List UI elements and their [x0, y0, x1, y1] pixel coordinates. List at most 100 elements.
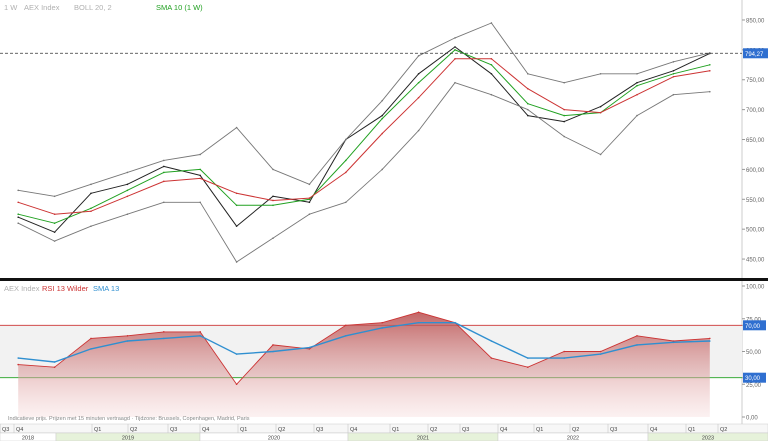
- bollinger-lower-point: [308, 213, 311, 216]
- rsi-point: [599, 350, 602, 353]
- sma20-point: [490, 58, 493, 60]
- timeline-quarter-label: Q3: [462, 427, 469, 433]
- timeline-year-label: 2021: [417, 436, 429, 441]
- sma20-point: [563, 108, 565, 111]
- sma20-point: [17, 201, 20, 204]
- rsi-area: [18, 312, 710, 417]
- bollinger-lower-point: [17, 222, 20, 224]
- rsi-point: [563, 350, 565, 353]
- bollinger-upper-point: [17, 189, 20, 192]
- price-point: [308, 201, 311, 204]
- bollinger-lower-point: [381, 168, 384, 171]
- rsi-legend-instrument: AEX Index: [4, 284, 40, 293]
- rsi-y-tick-label: 75,00: [746, 317, 762, 323]
- bollinger-upper-point: [490, 22, 493, 24]
- price-point: [90, 192, 92, 195]
- timeline-quarter-label: Q1: [392, 427, 399, 433]
- sma10-point: [163, 171, 165, 174]
- rsi-sma13-point: [417, 321, 420, 324]
- bollinger-lower-point: [235, 261, 238, 263]
- rsi-point: [527, 366, 529, 369]
- timeline-quarter-label: Q2: [572, 427, 579, 433]
- timeline-quarter-label: Q3: [316, 427, 323, 433]
- rsi-point: [90, 337, 92, 340]
- bollinger-upper-point: [527, 72, 529, 75]
- rsi-sma13-point: [454, 321, 456, 324]
- bollinger-upper-point: [308, 183, 311, 186]
- price-point: [417, 72, 420, 75]
- sma10-point: [272, 204, 274, 207]
- price-point: [672, 69, 675, 72]
- timeline-quarter-label: Q2: [720, 427, 727, 433]
- rsi-point: [381, 321, 384, 324]
- rsi-sma13-point: [53, 361, 56, 363]
- price-point: [454, 46, 456, 48]
- timeline-quarter-label: Q1: [536, 427, 543, 433]
- rsi-point: [235, 383, 238, 386]
- timeline-quarter-label: Q2: [130, 427, 137, 433]
- rsi-sma13-point: [381, 327, 384, 329]
- bollinger-upper-point: [563, 81, 565, 84]
- rsi-sma13-point: [272, 350, 274, 353]
- rsi-reference-label: 30,00: [745, 376, 761, 382]
- rsi-sma13-point: [199, 334, 201, 337]
- rsi-y-tick-label: 25,00: [746, 383, 762, 389]
- rsi-y-tick-label: 0,00: [746, 416, 758, 422]
- bollinger-upper-point: [636, 72, 638, 75]
- sma20-point: [308, 197, 311, 199]
- rsi-sma13-point: [672, 341, 675, 344]
- rsi-reference-tag: [743, 372, 766, 383]
- price-point: [53, 231, 56, 233]
- sma10-point: [17, 213, 20, 216]
- price-y-tick-label: 700,00: [746, 108, 765, 114]
- price-legend-sma10: SMA 10 (1 W): [156, 3, 203, 12]
- sma10-point: [90, 207, 92, 210]
- bollinger-upper-point: [345, 138, 347, 141]
- rsi-point: [199, 331, 201, 333]
- bollinger-upper-point: [53, 195, 56, 198]
- last-price-label: 794,27: [745, 52, 764, 58]
- price-panel: 1 W AEX Index BOLL 20, 2 SMA 10 (1 W) 85…: [0, 0, 768, 278]
- sma10-point: [490, 64, 493, 66]
- sma20-point: [345, 171, 347, 174]
- rsi-point: [417, 311, 420, 314]
- timeline-quarter-label: Q2: [278, 427, 285, 433]
- rsi-point: [272, 344, 274, 346]
- rsi-sma13-point: [126, 340, 129, 342]
- price-plot-area: [0, 22, 742, 263]
- sma10-point: [527, 102, 529, 105]
- timeline-quarter-label: Q4: [650, 427, 657, 433]
- sma20-point: [163, 180, 165, 183]
- bollinger-lower-point: [345, 201, 347, 204]
- price-line: [18, 46, 711, 233]
- rsi-sma13-point: [563, 357, 565, 359]
- bollinger-lower-point: [709, 90, 711, 93]
- sma20-point: [381, 132, 384, 135]
- bollinger-upper-point: [272, 168, 274, 171]
- sma20-point: [527, 87, 529, 90]
- footnote: Indicatieve prijs. Prijzen met 15 minute…: [8, 416, 250, 422]
- timeline: Q3 Q4 Q1 Q2 Q3 Q4 Q1 Q2 Q3 Q4 Q1 Q2 Q3 Q4 Q1 Q2 Q3 Q4 Q1 Q2…: [0, 423, 768, 441]
- sma10-point: [454, 49, 456, 51]
- price-y-tick-label: 500,00: [746, 228, 765, 234]
- bollinger-lower-point: [163, 201, 165, 204]
- timeline-year-label: 2022: [567, 436, 579, 441]
- bollinger-upper-line: [18, 22, 710, 197]
- price-point: [636, 81, 638, 84]
- sma10-point: [126, 189, 129, 192]
- timeline-quarter-label: Q4: [500, 427, 507, 433]
- timeline-quarter-label: Q1: [688, 427, 695, 433]
- sma10-point: [672, 72, 675, 75]
- last-price-tag: [743, 48, 768, 59]
- bollinger-upper-point: [599, 72, 602, 75]
- sma10-line: [18, 49, 710, 224]
- price-y-tick-label: 450,00: [746, 258, 765, 264]
- bollinger-upper-point: [163, 159, 165, 162]
- bollinger-lower-point: [527, 108, 529, 111]
- timeline-quarter-label: Q1: [94, 427, 101, 433]
- bollinger-upper-point: [454, 37, 456, 39]
- rsi-y-tick-label: 100,00: [746, 285, 765, 291]
- sma20-point: [90, 210, 92, 213]
- rsi-point: [672, 340, 675, 342]
- rsi-sma13-point: [527, 357, 529, 359]
